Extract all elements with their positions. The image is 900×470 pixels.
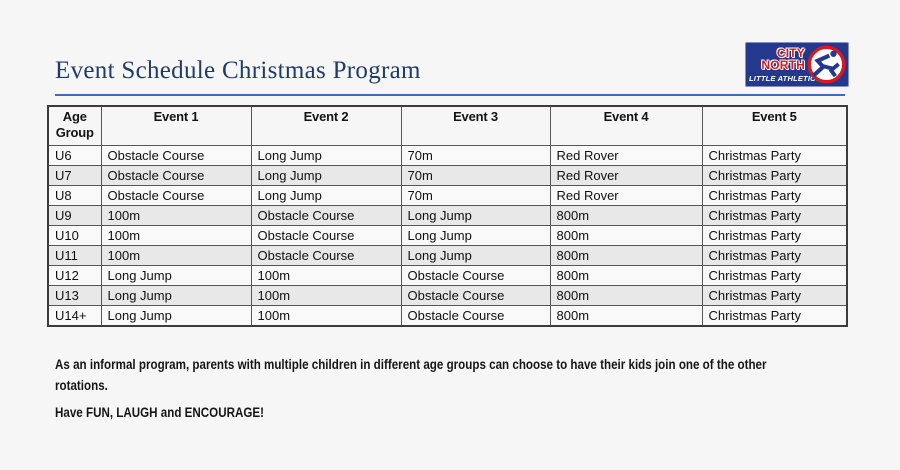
- title-underline: [55, 94, 845, 96]
- age-group-cell: U13: [47, 285, 102, 306]
- event-cell: 800m: [549, 245, 703, 266]
- age-group-cell: U10: [47, 225, 102, 246]
- table-row: U12 Long Jump 100m Obstacle Course 800m Chris…: [47, 265, 848, 286]
- runner-icon: [807, 45, 846, 84]
- event-cell: 70m: [400, 185, 551, 206]
- note-paragraph: Have FUN, LAUGH and ENCOURAGE!: [55, 402, 875, 423]
- age-group-cell: U14+: [47, 305, 102, 327]
- event-cell: Long Jump: [250, 145, 402, 166]
- event-cell: 800m: [549, 305, 703, 327]
- event-cell: 70m: [400, 165, 551, 186]
- notes: As an informal program, parents with mul…: [55, 354, 875, 429]
- header-event-3: Event 3: [400, 105, 551, 146]
- event-cell: Christmas Party: [701, 185, 848, 206]
- event-cell: Long Jump: [400, 225, 551, 246]
- event-cell: 800m: [549, 205, 703, 226]
- age-group-cell: U12: [47, 265, 102, 286]
- event-cell: 100m: [250, 285, 402, 306]
- event-cell: Christmas Party: [701, 305, 848, 327]
- table-row: U8 Obstacle Course Long Jump 70m Red Rover Ch…: [47, 185, 848, 206]
- event-cell: Red Rover: [549, 185, 703, 206]
- logo-text-little-athletics: LITTLE ATHLETICS: [749, 74, 821, 83]
- note-line: As an informal program, parents with mul…: [55, 357, 767, 372]
- event-cell: Long Jump: [100, 305, 252, 327]
- age-group-cell: U7: [47, 165, 102, 186]
- table-row: U6 Obstacle Course Long Jump 70m Red Rover Ch…: [47, 145, 848, 166]
- table-row: U11 100m Obstacle Course Long Jump 800m Chris…: [47, 245, 848, 266]
- event-cell: Obstacle Course: [250, 225, 402, 246]
- event-cell: Obstacle Course: [100, 145, 252, 166]
- event-cell: Obstacle Course: [250, 205, 402, 226]
- event-cell: Long Jump: [250, 185, 402, 206]
- event-cell: Red Rover: [549, 165, 703, 186]
- event-cell: Christmas Party: [701, 265, 848, 286]
- header-age-group: Age Group: [47, 105, 102, 146]
- header-event-2: Event 2: [250, 105, 402, 146]
- event-cell: Christmas Party: [701, 245, 848, 266]
- event-cell: Obstacle Course: [400, 305, 551, 327]
- event-schedule-table: Age Group Event 1 Event 2 Event 3 Event …: [47, 105, 848, 327]
- header-event-4: Event 4: [549, 105, 703, 146]
- event-cell: Christmas Party: [701, 165, 848, 186]
- event-cell: 800m: [549, 285, 703, 306]
- event-cell: Long Jump: [400, 205, 551, 226]
- table-row: U10 100m Obstacle Course Long Jump 800m Chris…: [47, 225, 848, 246]
- event-cell: Obstacle Course: [400, 285, 551, 306]
- age-group-cell: U6: [47, 145, 102, 166]
- note-paragraph: As an informal program, parents with mul…: [55, 354, 875, 396]
- event-cell: Long Jump: [250, 165, 402, 186]
- event-cell: Christmas Party: [701, 145, 848, 166]
- table-row: U7 Obstacle Course Long Jump 70m Red Rover Ch…: [47, 165, 848, 186]
- logo-text-north: NORTH: [761, 58, 805, 72]
- table-row: U9 100m Obstacle Course Long Jump 800m Christ…: [47, 205, 848, 226]
- table-row: U14+ Long Jump 100m Obstacle Course 800m Chri…: [47, 305, 848, 327]
- event-cell: Long Jump: [100, 265, 252, 286]
- age-group-cell: U8: [47, 185, 102, 206]
- event-cell: 100m: [250, 265, 402, 286]
- event-cell: Obstacle Course: [100, 165, 252, 186]
- event-cell: Christmas Party: [701, 225, 848, 246]
- event-cell: 100m: [250, 305, 402, 327]
- age-group-cell: U9: [47, 205, 102, 226]
- event-cell: Red Rover: [549, 145, 703, 166]
- club-logo: CITY NORTH LITTLE ATHLETICS: [745, 42, 849, 87]
- event-cell: 800m: [549, 265, 703, 286]
- age-group-cell: U11: [47, 245, 102, 266]
- note-line: Have FUN, LAUGH and ENCOURAGE!: [55, 405, 265, 420]
- event-cell: Christmas Party: [701, 285, 848, 306]
- header-event-5: Event 5: [701, 105, 848, 146]
- schedule-body: U6 Obstacle Course Long Jump 70m Red Rover Ch…: [47, 145, 848, 327]
- header-event-1: Event 1: [100, 105, 252, 146]
- event-cell: Long Jump: [400, 245, 551, 266]
- table-row: U13 Long Jump 100m Obstacle Course 800m Chris…: [47, 285, 848, 306]
- logo-text-city: CITY: [776, 46, 805, 60]
- event-cell: 800m: [549, 225, 703, 246]
- event-cell: 100m: [100, 225, 252, 246]
- table-header-row: Age Group Event 1 Event 2 Event 3 Event …: [47, 105, 848, 146]
- event-cell: Obstacle Course: [250, 245, 402, 266]
- note-line: rotations.: [55, 378, 108, 393]
- event-cell: Christmas Party: [701, 205, 848, 226]
- event-cell: 70m: [400, 145, 551, 166]
- event-cell: Long Jump: [100, 285, 252, 306]
- event-cell: Obstacle Course: [400, 265, 551, 286]
- event-cell: Obstacle Course: [100, 185, 252, 206]
- event-cell: 100m: [100, 205, 252, 226]
- page-title: Event Schedule Christmas Program: [55, 57, 421, 84]
- event-cell: 100m: [100, 245, 252, 266]
